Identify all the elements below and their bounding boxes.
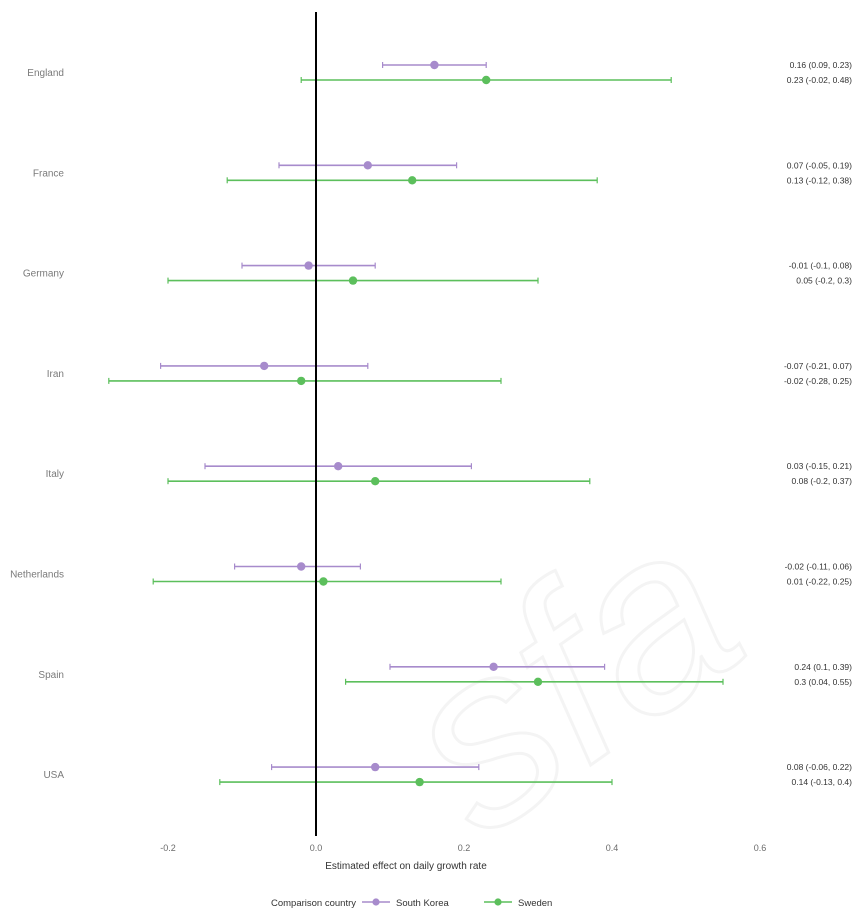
legend-point: [494, 898, 502, 906]
point-estimate-sweden: [371, 477, 380, 486]
country-label: Germany: [23, 269, 64, 280]
legend-item-south-korea: South Korea: [362, 898, 450, 909]
ci-value-label: 0.13 (-0.12, 0.38): [787, 175, 852, 185]
point-estimate-sweden: [415, 777, 424, 787]
point-estimate-south-korea: [489, 662, 498, 671]
country-label: Iran: [47, 369, 64, 380]
country-row: USA 0.08 (-0.06, 0.22) 0.14 (-0.13, 0.4): [43, 762, 852, 787]
ci-value-label: 0.08 (-0.2, 0.37): [792, 476, 853, 486]
legend-item-sweden: Sweden: [484, 898, 552, 909]
ci-value-label: -0.02 (-0.11, 0.06): [785, 562, 853, 572]
ci-value-label: 0.23 (-0.02, 0.48): [787, 75, 852, 85]
x-tick-label: 0.4: [606, 843, 619, 853]
ci-value-label: 0.03 (-0.15, 0.21): [787, 461, 852, 471]
point-estimate-south-korea: [334, 462, 343, 471]
ci-value-label: 0.3 (0.04, 0.55): [794, 677, 852, 687]
ci-value-label: 0.14 (-0.13, 0.4): [792, 777, 853, 787]
legend-title: Comparison country: [271, 898, 356, 909]
country-label: France: [33, 168, 65, 179]
legend: Comparison country South Korea Sweden: [271, 898, 552, 909]
ci-value-label: 0.16 (0.09, 0.23): [790, 60, 853, 70]
ci-value-label: -0.07 (-0.21, 0.07): [784, 361, 852, 371]
country-label: Italy: [46, 469, 64, 480]
ci-value-label: -0.01 (-0.1, 0.08): [789, 261, 852, 271]
point-estimate-sweden: [533, 677, 543, 686]
point-estimate-south-korea: [304, 261, 313, 270]
x-tick-label: 0.0: [310, 843, 323, 853]
point-estimate-south-korea: [371, 762, 380, 772]
legend-label: South Korea: [396, 898, 450, 909]
point-estimate-sweden: [408, 176, 417, 185]
ci-value-label: -0.02 (-0.28, 0.25): [784, 376, 852, 386]
ci-value-label: 0.08 (-0.06, 0.22): [787, 762, 852, 772]
x-axis-ticks: -0.2 0.0 0.2 0.4 0.6: [160, 843, 766, 853]
country-row: Netherlands -0.02 (-0.11, 0.06) 0.01 (-0.2…: [10, 562, 852, 587]
x-tick-label: 0.2: [458, 843, 471, 853]
ci-value-label: 0.07 (-0.05, 0.19): [787, 160, 852, 170]
ci-value-label: 0.01 (-0.22, 0.25): [787, 577, 852, 587]
x-tick-label: -0.2: [160, 843, 176, 853]
watermark: sfa: [352, 465, 785, 885]
point-estimate-south-korea: [430, 60, 439, 70]
rows-layer: England 0.16 (0.09, 0.23) 0.23 (-0.02, 0.4…: [10, 60, 852, 787]
legend-point: [372, 898, 380, 906]
legend-label: Sweden: [518, 898, 552, 909]
country-row: Iran -0.07 (-0.21, 0.07) -0.02 (-0.28, 0.2…: [47, 361, 852, 386]
point-estimate-sweden: [348, 276, 358, 285]
x-axis-label: Estimated effect on daily growth rate: [325, 861, 487, 872]
point-estimate-south-korea: [363, 161, 372, 170]
point-estimate-south-korea: [297, 562, 306, 571]
legend-items: South Korea Sweden: [362, 898, 552, 909]
country-row: France 0.07 (-0.05, 0.19) 0.13 (-0.12, 0.3…: [33, 160, 852, 185]
ci-value-label: 0.05 (-0.2, 0.3): [796, 276, 852, 286]
x-tick-label: 0.6: [754, 843, 767, 853]
point-estimate-south-korea: [260, 361, 269, 371]
country-row: Italy 0.03 (-0.15, 0.21) 0.08 (-0.2, 0.37): [46, 461, 853, 486]
country-row: Spain 0.24 (0.1, 0.39) 0.3 (0.04, 0.55): [38, 662, 852, 687]
ci-value-label: 0.24 (0.1, 0.39): [794, 662, 852, 672]
country-row: Germany -0.01 (-0.1, 0.08) 0.05 (-0.2, 0.3…: [23, 261, 852, 286]
point-estimate-sweden: [319, 577, 328, 586]
country-label: Spain: [38, 670, 64, 681]
country-label: USA: [43, 770, 64, 781]
country-label: Netherlands: [10, 570, 64, 581]
country-row: England 0.16 (0.09, 0.23) 0.23 (-0.02, 0.4…: [27, 60, 852, 85]
point-estimate-sweden: [297, 376, 306, 386]
point-estimate-sweden: [482, 75, 491, 85]
country-label: England: [27, 68, 64, 79]
